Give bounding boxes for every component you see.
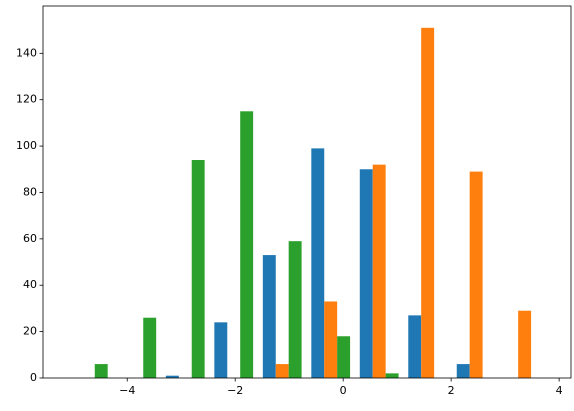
bar bbox=[143, 317, 157, 378]
y-tick-label: 100 bbox=[16, 139, 37, 152]
y-tick-label: 60 bbox=[23, 232, 37, 245]
bar bbox=[324, 301, 338, 378]
bar bbox=[94, 364, 108, 378]
bar bbox=[408, 315, 422, 378]
x-tick-label: 2 bbox=[448, 384, 455, 397]
bar bbox=[456, 364, 470, 378]
bar bbox=[240, 111, 254, 378]
y-tick-label: 40 bbox=[23, 278, 37, 291]
x-tick-label: 0 bbox=[340, 384, 347, 397]
x-tick-label: −4 bbox=[119, 384, 135, 397]
bar bbox=[372, 164, 386, 378]
y-tick-label: 20 bbox=[23, 325, 37, 338]
bar bbox=[469, 171, 483, 378]
bar bbox=[275, 364, 289, 378]
bar bbox=[165, 375, 179, 378]
bar bbox=[359, 169, 373, 378]
bar bbox=[262, 255, 276, 378]
bar bbox=[518, 310, 532, 378]
bar bbox=[214, 322, 228, 378]
bar bbox=[337, 336, 351, 378]
x-tick-label: 4 bbox=[556, 384, 563, 397]
y-tick-label: 80 bbox=[23, 185, 37, 198]
bar bbox=[191, 159, 205, 378]
y-tick-label: 0 bbox=[30, 371, 37, 384]
bar bbox=[311, 148, 325, 378]
y-tick-label: 140 bbox=[16, 46, 37, 59]
y-tick-label: 120 bbox=[16, 93, 37, 106]
bar bbox=[385, 373, 399, 378]
bar bbox=[421, 27, 435, 378]
axes-frame bbox=[42, 5, 572, 379]
x-tick-label: −2 bbox=[227, 384, 243, 397]
bar bbox=[288, 241, 302, 378]
